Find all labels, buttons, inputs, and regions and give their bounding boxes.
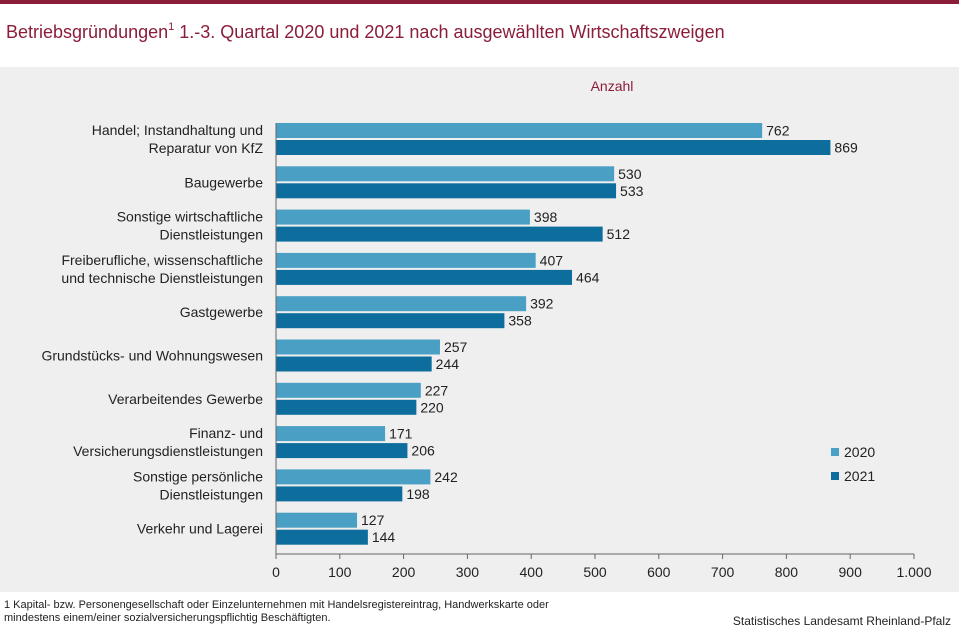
category-label-2-0: Sonstige wirtschaftliche [117, 209, 264, 225]
legend-label-2021: 2021 [844, 468, 875, 484]
footer: 1 Kapital- bzw. Personengesellschaft ode… [0, 592, 959, 629]
bar-2020-9 [276, 512, 358, 528]
value-label-2020-7: 171 [389, 426, 413, 442]
value-label-2020-1: 530 [618, 166, 642, 182]
category-label-4-0: Gastgewerbe [180, 304, 263, 320]
bar-2020-1 [276, 166, 615, 182]
bar-2021-3 [276, 269, 573, 285]
category-label-2-1: Dienstleistungen [159, 227, 263, 243]
legend-swatch-2021 [831, 472, 839, 480]
bar-2020-4 [276, 296, 527, 312]
category-label-5-0: Grundstücks- und Wohnungswesen [41, 348, 263, 364]
value-label-2020-4: 392 [530, 296, 554, 312]
bar-2020-0 [276, 123, 763, 138]
category-label-7-1: Versicherungsdienstleistungen [73, 443, 263, 459]
value-label-2021-2: 512 [607, 226, 631, 242]
bar-2020-8 [276, 469, 431, 485]
x-tick-label-5: 500 [583, 564, 607, 580]
category-label-8-1: Dienstleistungen [159, 486, 263, 502]
x-tick-label-8: 800 [775, 564, 799, 580]
bar-2021-6 [276, 399, 417, 415]
value-label-2021-9: 144 [372, 529, 396, 545]
bar-2021-9 [276, 529, 368, 545]
bar-2021-7 [276, 443, 408, 459]
value-label-2021-0: 869 [834, 140, 858, 156]
category-label-1-0: Baugewerbe [184, 174, 263, 190]
value-label-2020-8: 242 [434, 469, 458, 485]
value-label-2020-9: 127 [361, 512, 385, 528]
value-label-2020-5: 257 [444, 339, 468, 355]
footnote: 1 Kapital- bzw. Personengesellschaft ode… [4, 599, 549, 624]
title-main-a: Betriebsgründungen [6, 22, 169, 42]
x-tick-label-3: 300 [456, 564, 480, 580]
chart-title: Betriebsgründungen1 1.-3. Quartal 2020 u… [6, 21, 725, 43]
x-tick-label-6: 600 [647, 564, 671, 580]
bar-2020-5 [276, 339, 440, 355]
bar-2020-6 [276, 382, 421, 398]
category-label-3-0: Freiberufliche, wissenschaftliche [61, 252, 263, 268]
value-label-2021-1: 533 [620, 183, 644, 199]
x-tick-label-2: 200 [392, 564, 416, 580]
x-tick-label-7: 700 [711, 564, 735, 580]
bar-2021-2 [276, 226, 603, 242]
value-label-2021-8: 198 [406, 486, 430, 502]
category-label-8-0: Sonstige persönliche [133, 468, 263, 484]
value-label-2020-2: 398 [534, 209, 558, 225]
x-tick-label-0: 0 [272, 564, 280, 580]
bar-2020-2 [276, 209, 530, 225]
bar-2021-0 [276, 140, 831, 155]
bar-2020-7 [276, 426, 386, 442]
category-label-9-0: Verkehr und Lagerei [137, 521, 263, 537]
value-label-2021-5: 244 [436, 356, 460, 372]
bar-2021-8 [276, 486, 403, 502]
x-tick-label-10: 1.000 [896, 564, 931, 580]
value-label-2020-3: 407 [540, 252, 564, 268]
value-label-2021-6: 220 [420, 399, 444, 415]
bar-2020-3 [276, 252, 536, 268]
value-label-2021-4: 358 [508, 313, 532, 329]
category-label-0-1: Reparatur von KfZ [149, 140, 264, 156]
title-superscript: 1 [168, 21, 175, 33]
x-tick-label-1: 100 [328, 564, 352, 580]
value-label-2020-0: 762 [766, 123, 790, 139]
title-bar: Betriebsgründungen1 1.-3. Quartal 2020 u… [0, 4, 959, 62]
category-label-6-0: Verarbeitendes Gewerbe [108, 391, 263, 407]
category-label-3-1: und technische Dienstleistungen [61, 270, 263, 286]
category-label-7-0: Finanz- und [189, 425, 263, 441]
legend-label-2020: 2020 [844, 444, 875, 460]
bar-2021-5 [276, 356, 432, 372]
legend-swatch-2020 [831, 448, 839, 456]
bar-2021-4 [276, 313, 505, 329]
top-rule [0, 0, 959, 4]
title-main-b: 1.-3. Quartal 2020 und 2021 nach ausgewä… [174, 22, 725, 42]
value-label-2020-6: 227 [425, 382, 449, 398]
bar-2021-1 [276, 183, 617, 199]
x-tick-label-4: 400 [520, 564, 544, 580]
unit-label: Anzahl [591, 78, 634, 94]
x-tick-label-9: 900 [839, 564, 863, 580]
source-credit: Statistisches Landesamt Rheinland-Pfalz [732, 614, 951, 628]
category-label-0-0: Handel; Instandhaltung und [92, 122, 263, 138]
value-label-2021-7: 206 [411, 443, 435, 459]
value-label-2021-3: 464 [576, 269, 600, 285]
